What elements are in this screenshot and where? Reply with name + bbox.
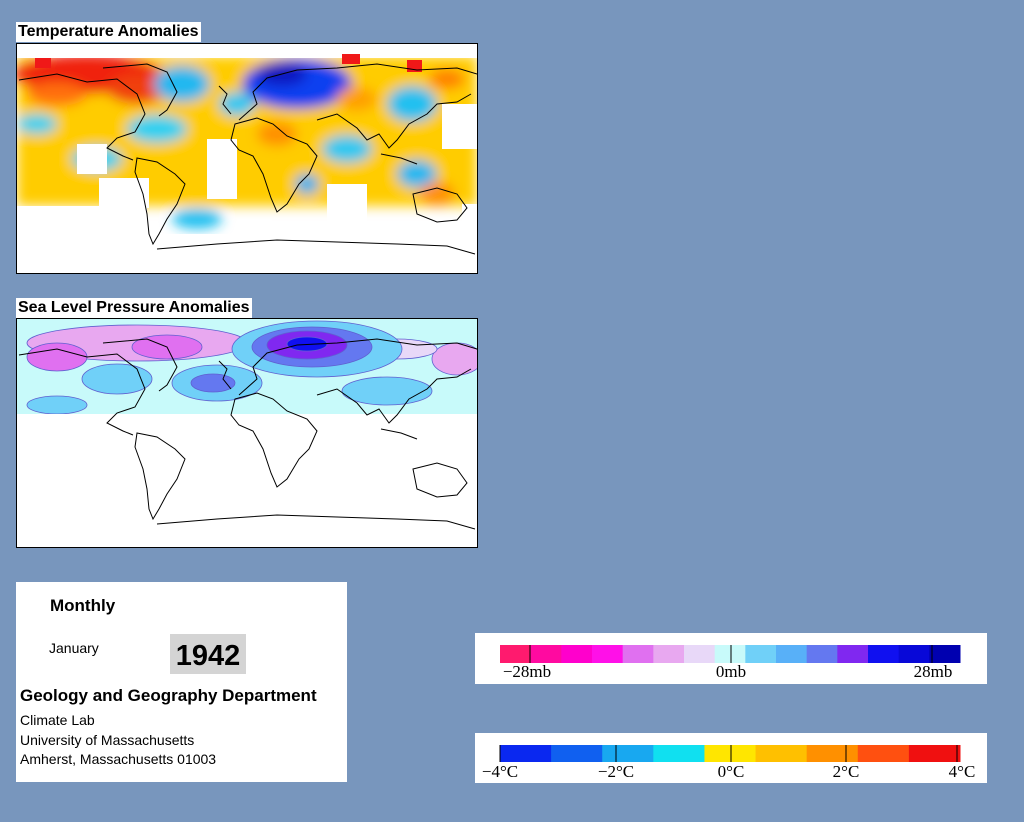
info-panel: Monthly January 1942 Geology and Geograp… [16, 582, 347, 782]
temperature-legend-swatch [653, 745, 705, 762]
university-name: University of Massachusetts [20, 732, 195, 748]
pressure-legend-swatch [745, 645, 777, 663]
pressure-legend-swatch [929, 645, 961, 663]
temperature-legend-swatch [500, 745, 552, 762]
pressure-legend-swatch [714, 645, 746, 663]
pressure-legend-swatch [592, 645, 624, 663]
temperature-legend-swatch [806, 745, 859, 762]
pressure-legend-swatch [898, 645, 930, 663]
pressure-legend-swatch [653, 645, 685, 663]
pressure-legend-swatch [500, 645, 532, 663]
pressure-legend-swatch [530, 645, 562, 663]
temperature-legend: −4°C −2°C 0°C 2°C 4°C [475, 733, 987, 783]
pressure-legend-swatch [868, 645, 900, 663]
pressure-legend-zero-label: 0mb [716, 662, 746, 681]
month-label: January [49, 640, 99, 656]
pressure-legend-swatch [684, 645, 716, 663]
temperature-anomaly-map [16, 43, 478, 274]
temperature-legend-label-plus4: 4°C [949, 762, 976, 781]
temperature-legend-swatch [857, 745, 910, 762]
pressure-legend-swatch [837, 645, 869, 663]
temperature-legend-swatch [704, 745, 757, 762]
pressure-legend: −28mb 0mb 28mb [475, 633, 987, 684]
pressure-map-title: Sea Level Pressure Anomalies [16, 298, 252, 318]
temperature-legend-swatch [908, 745, 961, 762]
pressure-anomaly-map [16, 318, 478, 548]
department-name: Geology and Geography Department [20, 686, 317, 705]
temperature-legend-label-zero: 0°C [718, 762, 745, 781]
temperature-legend-swatch [551, 745, 603, 762]
temperature-legend-swatch [602, 745, 654, 762]
pressure-legend-swatch [561, 645, 593, 663]
pressure-legend-min-label: −28mb [503, 662, 551, 681]
temperature-legend-label-plus2: 2°C [833, 762, 860, 781]
year-display: 1942 [170, 634, 246, 674]
temperature-map-title: Temperature Anomalies [16, 22, 201, 42]
temperature-legend-label-minus2: −2°C [598, 762, 634, 781]
address: Amherst, Massachusetts 01003 [20, 751, 217, 767]
pressure-legend-max-label: 28mb [914, 662, 953, 681]
temperature-legend-swatch [755, 745, 808, 762]
frequency-label: Monthly [50, 596, 116, 615]
lab-name: Climate Lab [20, 712, 95, 728]
pressure-legend-swatch [806, 645, 838, 663]
pressure-legend-swatch [622, 645, 654, 663]
temperature-legend-label-minus4: −4°C [482, 762, 518, 781]
pressure-legend-swatch [776, 645, 808, 663]
